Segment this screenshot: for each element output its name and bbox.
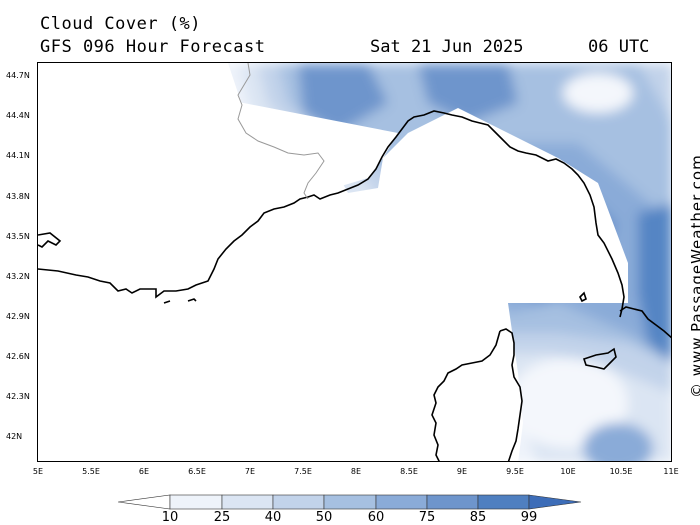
legend-colorbar bbox=[118, 494, 582, 510]
legend-swatch bbox=[272, 494, 325, 510]
legend-label: 50 bbox=[315, 510, 333, 525]
lat-label: 43.5N bbox=[6, 232, 30, 241]
legend-swatch bbox=[169, 494, 223, 510]
legend-label: 60 bbox=[367, 510, 385, 525]
lon-label: 7.5E bbox=[294, 467, 312, 476]
lat-label: 42.9N bbox=[6, 312, 30, 321]
legend-swatch bbox=[221, 494, 274, 510]
legend-label: 10 bbox=[161, 510, 179, 525]
lat-label: 44.4N bbox=[6, 111, 30, 120]
lat-label: 44.7N bbox=[6, 71, 30, 80]
lon-label: 5.5E bbox=[82, 467, 100, 476]
lat-label: 43.2N bbox=[6, 272, 30, 281]
legend-swatch bbox=[118, 494, 171, 510]
lon-label: 9E bbox=[456, 467, 468, 476]
forecast-time: 06 UTC bbox=[588, 37, 650, 57]
lat-label: 43.8N bbox=[6, 192, 30, 201]
map-canvas bbox=[38, 63, 671, 461]
lon-label: 10.5E bbox=[609, 467, 633, 476]
lon-label: 10E bbox=[560, 467, 576, 476]
border-line bbox=[237, 63, 325, 200]
lat-label: 42.3N bbox=[6, 392, 30, 401]
legend-label: 85 bbox=[469, 510, 487, 525]
legend-label: 25 bbox=[213, 510, 231, 525]
cloud-cover-map bbox=[37, 62, 672, 462]
lon-label: 9.5E bbox=[506, 467, 524, 476]
map-title: Cloud Cover (%) bbox=[40, 14, 202, 34]
legend-swatch bbox=[426, 494, 479, 510]
forecast-subtitle: GFS 096 Hour Forecast bbox=[40, 37, 266, 57]
lon-label: 8.5E bbox=[400, 467, 418, 476]
lon-label: 5E bbox=[32, 467, 44, 476]
site-credit: © www.PassageWeather.com bbox=[688, 154, 700, 398]
coastline bbox=[38, 110, 671, 461]
legend-swatch bbox=[528, 494, 582, 510]
lon-label: 8E bbox=[350, 467, 362, 476]
lat-label: 44.1N bbox=[6, 151, 30, 160]
lat-label: 42.6N bbox=[6, 352, 30, 361]
lon-label: 6.5E bbox=[188, 467, 206, 476]
legend-swatch bbox=[477, 494, 530, 510]
lon-label: 11E bbox=[663, 467, 679, 476]
legend-swatch bbox=[323, 494, 377, 510]
legend-label: 75 bbox=[418, 510, 436, 525]
legend-swatch bbox=[375, 494, 428, 510]
lon-label: 6E bbox=[138, 467, 150, 476]
lat-label: 42N bbox=[6, 432, 23, 441]
forecast-date: Sat 21 Jun 2025 bbox=[370, 37, 524, 57]
legend-label: 99 bbox=[520, 510, 538, 525]
legend-label: 40 bbox=[264, 510, 282, 525]
lon-label: 7E bbox=[244, 467, 256, 476]
